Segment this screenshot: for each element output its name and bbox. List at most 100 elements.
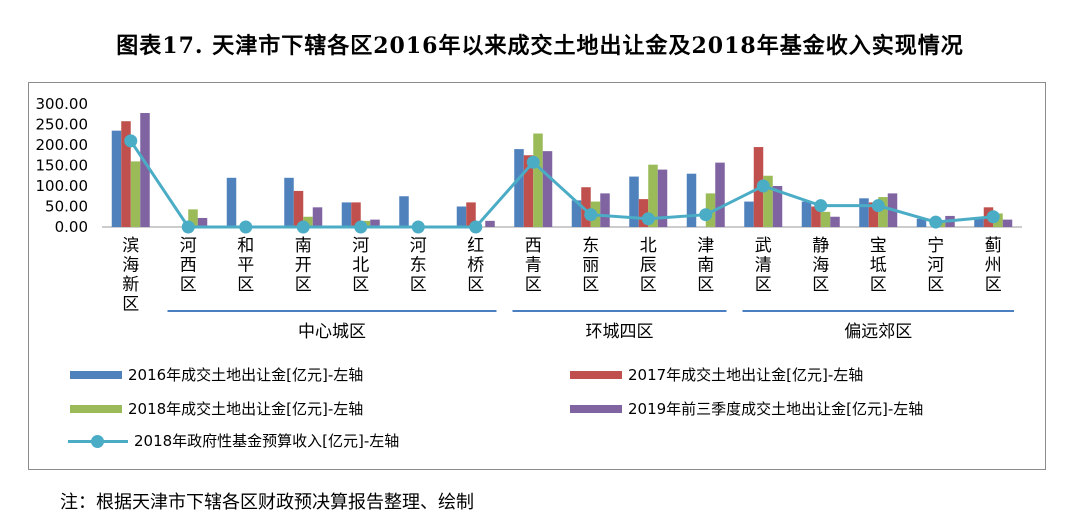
x-tick-label: 津南区 bbox=[697, 236, 714, 295]
chart-frame bbox=[28, 82, 1046, 470]
bar-2 bbox=[121, 121, 131, 227]
fund-income-point bbox=[469, 220, 483, 234]
x-tick-label: 北辰区 bbox=[640, 236, 657, 295]
bar-1 bbox=[111, 130, 122, 227]
bar-1 bbox=[801, 201, 812, 227]
x-tick-label: 宁河区 bbox=[927, 236, 944, 295]
bar-4 bbox=[830, 216, 840, 227]
bar-2 bbox=[466, 202, 476, 227]
bar-2 bbox=[638, 199, 649, 227]
bar-1 bbox=[974, 218, 984, 227]
fund-income-point bbox=[181, 220, 195, 234]
bar-4 bbox=[772, 186, 783, 227]
fund-income-point bbox=[296, 220, 310, 234]
bar-1 bbox=[284, 177, 294, 227]
x-tick-label: 南开区 bbox=[295, 236, 312, 295]
bar-1 bbox=[744, 201, 754, 227]
bar-4 bbox=[485, 220, 495, 227]
bar-3 bbox=[763, 175, 773, 227]
bar-2 bbox=[868, 202, 879, 227]
fund-income-point bbox=[871, 199, 885, 213]
bar-3 bbox=[705, 193, 716, 227]
bar-4 bbox=[140, 113, 150, 227]
fund-income-point bbox=[124, 134, 138, 148]
x-tick-label: 宝坻区 bbox=[870, 236, 887, 295]
chart-title: 图表17. 天津市下辖各区2016年以来成交土地出让金及2018年基金收入实现情… bbox=[116, 33, 964, 59]
legend-item-2017: 2017年成交土地出让金[亿元]-左轴 bbox=[570, 364, 863, 385]
fund-income-point bbox=[699, 208, 713, 222]
group-label: 环城四区 bbox=[586, 322, 654, 342]
legend-label-fund: 2018年政府性基金预算收入[亿元]-左轴 bbox=[134, 432, 400, 450]
bar-1 bbox=[859, 198, 869, 227]
y-tick-label: 300.00 bbox=[36, 95, 89, 113]
fund-income-point bbox=[354, 220, 368, 234]
bar-2 bbox=[523, 155, 534, 227]
bar-4 bbox=[657, 169, 668, 227]
x-tick-label: 蓟州区 bbox=[985, 236, 1002, 295]
y-tick-label: 150.00 bbox=[36, 157, 89, 175]
fund-income-point bbox=[584, 208, 598, 222]
bar-4 bbox=[197, 217, 208, 227]
group-label: 中心城区 bbox=[298, 322, 366, 342]
bar-1 bbox=[629, 176, 639, 227]
legend-swatch-2019 bbox=[570, 404, 622, 413]
bar-1 bbox=[456, 206, 467, 227]
y-tick-label: 200.00 bbox=[36, 136, 89, 154]
fund-income-point bbox=[411, 220, 425, 234]
bar-1 bbox=[399, 196, 409, 227]
bar-2 bbox=[811, 206, 821, 227]
fund-income-point bbox=[986, 210, 1000, 224]
footnote: 注：根据天津市下辖各区财政预决算报告整理、绘制 bbox=[60, 492, 474, 513]
legend-swatch-2016 bbox=[70, 370, 122, 379]
bar-2 bbox=[581, 187, 591, 227]
legend-label-2017: 2017年成交土地出让金[亿元]-左轴 bbox=[628, 366, 864, 384]
x-tick-label: 红桥区 bbox=[467, 236, 484, 295]
group-label: 偏远郊区 bbox=[844, 322, 912, 342]
bar-3 bbox=[533, 133, 543, 227]
bar-3 bbox=[878, 197, 888, 227]
fund-income-point bbox=[641, 212, 655, 226]
fund-income-point bbox=[526, 155, 540, 169]
legend-swatch-2017 bbox=[570, 370, 622, 379]
y-tick-label: 0.00 bbox=[55, 218, 88, 236]
bar-4 bbox=[1002, 219, 1013, 227]
bar-3 bbox=[820, 211, 831, 227]
bar-1 bbox=[916, 218, 927, 227]
legend-label-2016: 2016年成交土地出让金[亿元]-左轴 bbox=[128, 366, 364, 384]
bar-3 bbox=[648, 164, 658, 227]
x-tick-label: 河北区 bbox=[352, 236, 369, 295]
legend-swatch-fund bbox=[68, 434, 128, 448]
bar-4 bbox=[542, 151, 553, 227]
fund-income-line bbox=[129, 140, 994, 229]
bar-1 bbox=[226, 177, 237, 227]
x-tick-label: 河东区 bbox=[410, 236, 427, 295]
legend-label-2019: 2019年前三季度成交土地出让金[亿元]-左轴 bbox=[628, 400, 924, 418]
x-tick-label: 武清区 bbox=[755, 236, 772, 295]
x-tick-label: 静海区 bbox=[812, 236, 829, 295]
bar-2 bbox=[293, 190, 304, 227]
x-tick-label: 和平区 bbox=[237, 236, 254, 295]
legend-label-2018: 2018年成交土地出让金[亿元]-左轴 bbox=[128, 400, 364, 418]
fund-income-point bbox=[239, 220, 253, 234]
legend-swatch-2018 bbox=[70, 404, 122, 413]
legend-item-2018: 2018年成交土地出让金[亿元]-左轴 bbox=[70, 398, 363, 419]
y-tick-label: 250.00 bbox=[36, 116, 89, 134]
bar-3 bbox=[303, 216, 313, 227]
bar-3 bbox=[130, 161, 141, 227]
fund-income-point bbox=[814, 199, 828, 213]
legend-item-fund: 2018年政府性基金预算收入[亿元]-左轴 bbox=[68, 430, 399, 451]
bar-4 bbox=[370, 219, 380, 227]
x-tick-label: 滨海新区 bbox=[122, 236, 139, 315]
bar-4 bbox=[715, 162, 725, 227]
bar-1 bbox=[514, 149, 524, 227]
bar-1 bbox=[686, 173, 697, 227]
bar-1 bbox=[341, 202, 352, 227]
fund-income-point bbox=[929, 215, 943, 229]
legend-item-2019: 2019年前三季度成交土地出让金[亿元]-左轴 bbox=[570, 398, 923, 419]
y-tick-label: 100.00 bbox=[36, 177, 89, 195]
x-tick-label: 西青区 bbox=[525, 236, 542, 295]
x-tick-label: 东丽区 bbox=[582, 236, 599, 295]
bar-1 bbox=[571, 200, 582, 227]
bar-4 bbox=[600, 193, 610, 227]
